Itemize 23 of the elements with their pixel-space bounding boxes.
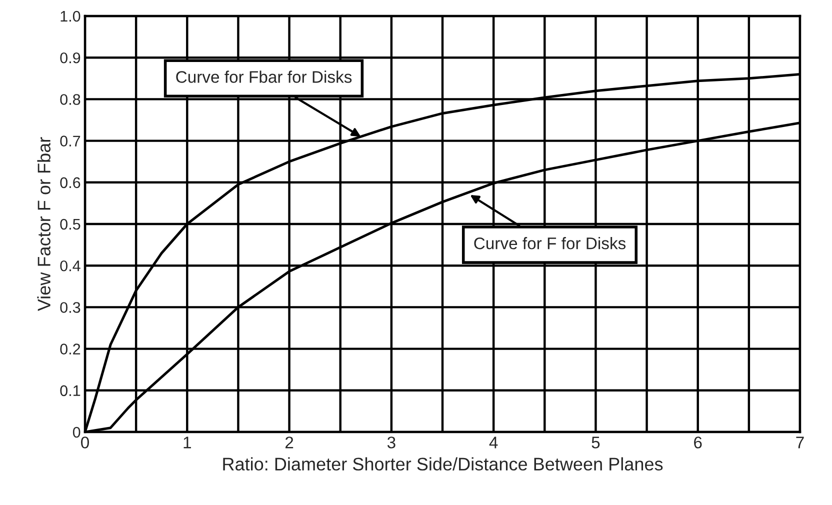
x-axis-title: Ratio: Diameter Shorter Side/Distance Between Planes [223,457,663,471]
y-tick-label: 0.4 [60,260,80,272]
y-tick-label: 0.6 [60,177,80,188]
x-tick-label: 4 [489,436,498,448]
y-tick-label: 0 [72,426,80,438]
annotation: Curve for Fbar for Disks [176,70,352,83]
x-tick-label: 5 [592,436,600,448]
y-tick-label: 0.8 [60,94,80,105]
y-tick-label: 0.9 [60,52,80,64]
x-tick-label: 3 [387,436,396,448]
y-tick-label: 0.5 [60,218,80,230]
y-tick-label: 0.7 [60,136,80,146]
x-tick-label: 2 [285,436,294,448]
y-tick-label: 0.2 [60,344,80,354]
x-tick-label: 6 [694,436,702,448]
y-axis-title: View Factor F or Fbar [37,137,50,312]
y-tick-label: 0.3 [60,302,80,313]
y-tick-label: 0.1 [60,385,80,396]
x-tick-label: 7 [796,436,804,448]
x-tick-label: 1 [184,436,191,448]
y-tick-label: 1.0 [60,10,80,22]
annotation: Curve for F for Disks [474,237,626,250]
x-tick-label: 0 [81,436,89,448]
